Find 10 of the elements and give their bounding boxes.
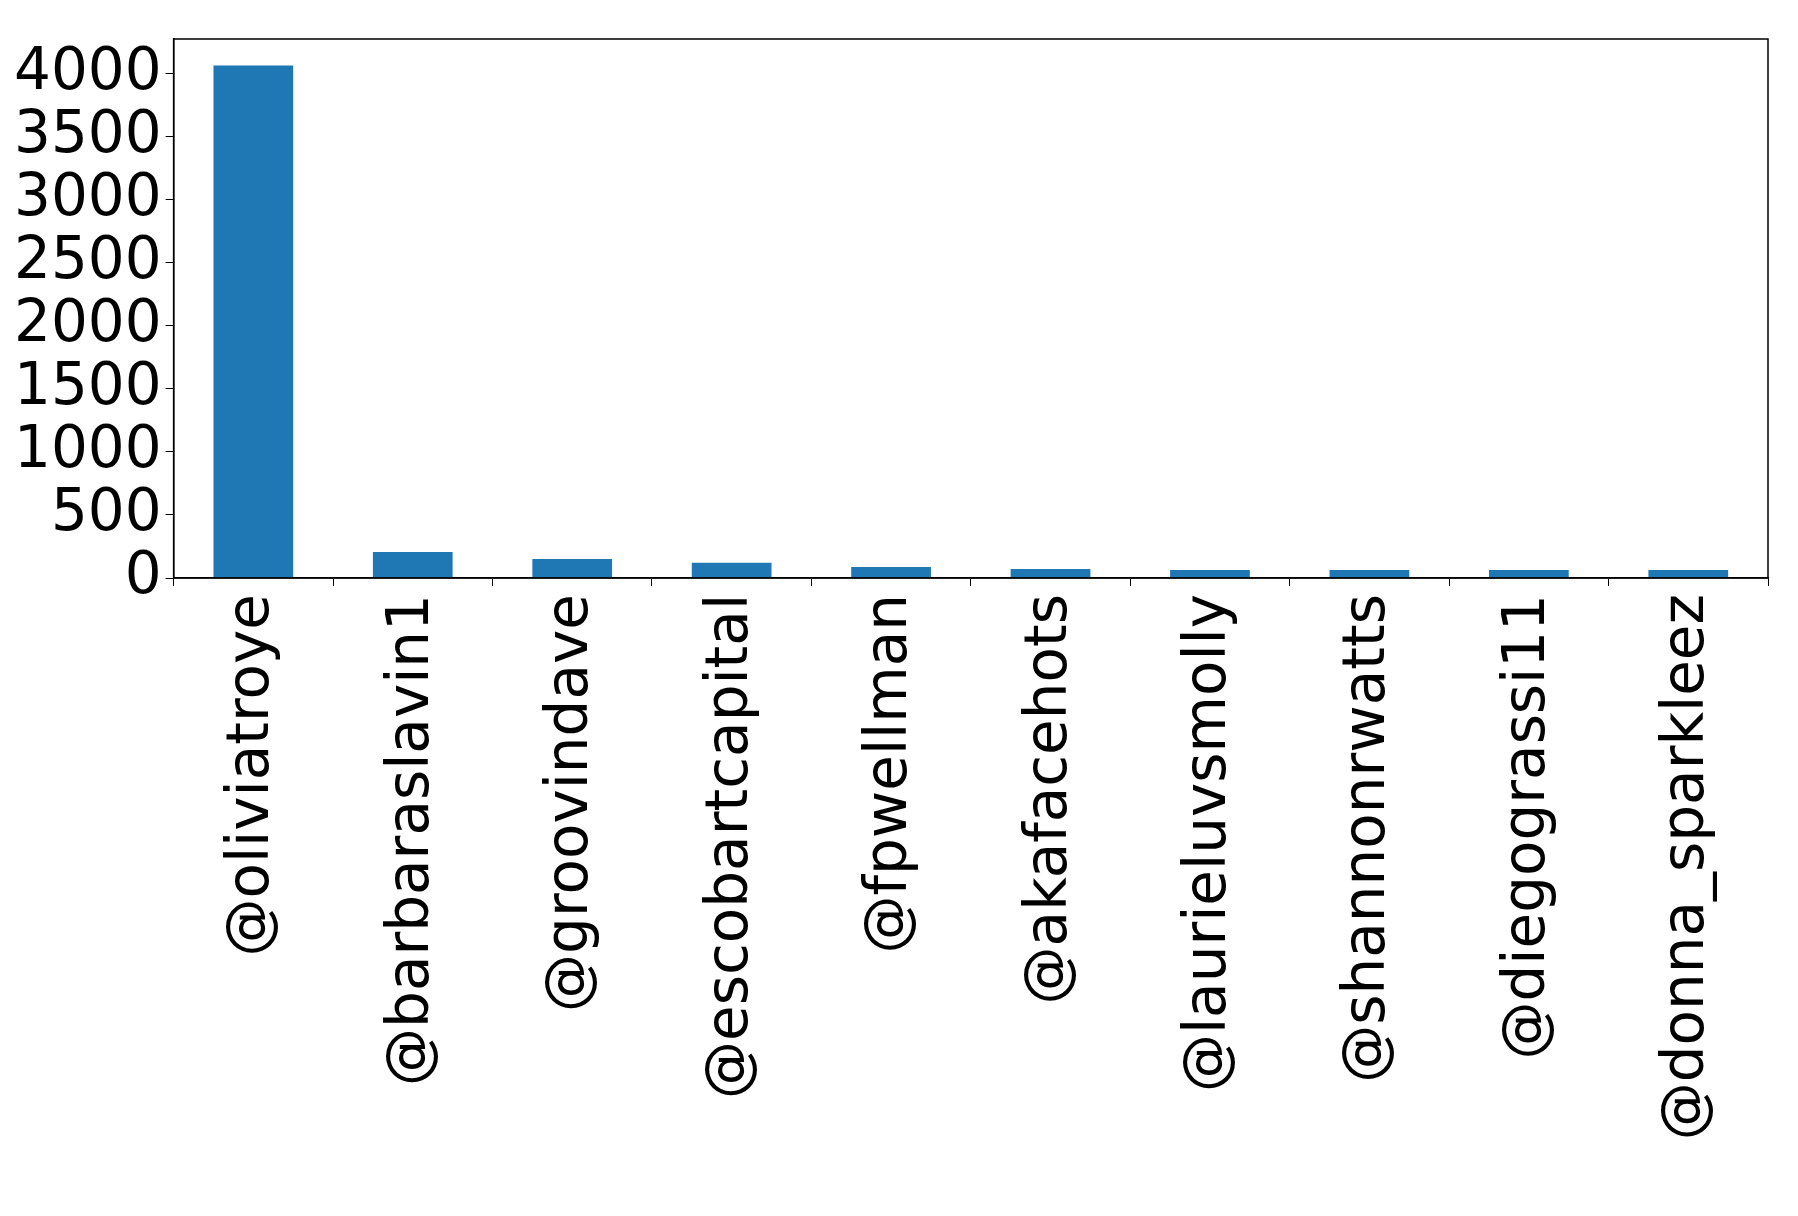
x-tick-label: @groovindave (533, 594, 602, 1012)
x-tick-label: @escobartcapital (692, 594, 761, 1099)
x-tick-label: @akafacehots (1011, 594, 1080, 1005)
x-tick-label: @oliviatroye (214, 594, 283, 957)
x-tick-label: @fpwellman (852, 594, 921, 954)
x-tick-label: @diegograssi11 (1489, 594, 1558, 1060)
x-tick-label: @shannonrwatts (1330, 594, 1399, 1083)
x-tick-label: @laurieluvsmolly (1171, 594, 1240, 1093)
x-tick-label: @donna_sparkleez (1649, 594, 1718, 1141)
x-tick-label: @barbaraslavin1 (373, 594, 442, 1086)
